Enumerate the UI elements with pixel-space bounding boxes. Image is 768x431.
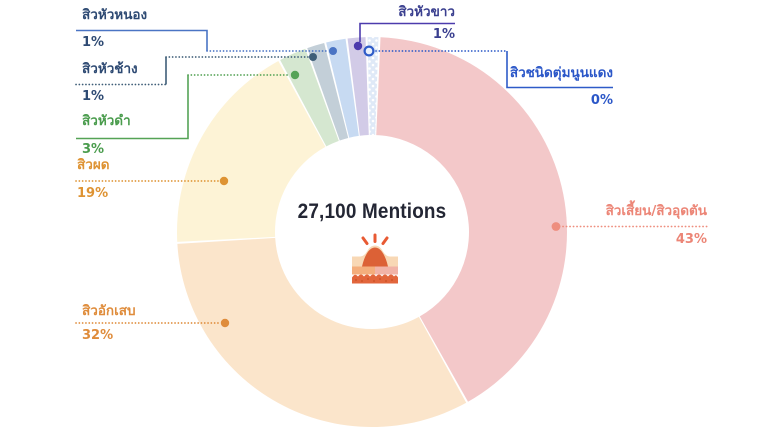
callout-rash-label: สิวผด <box>77 157 110 173</box>
callout-inflamed-label: สิวอักเสบ <box>82 303 136 319</box>
callout-elephant-cyst-pct: 1% <box>82 89 105 104</box>
callout-red-papule-connector <box>363 45 613 89</box>
callout-rash-connector <box>75 176 229 186</box>
callout-blackhead-pct: 3% <box>82 142 105 157</box>
callout-pustule-label: สิวหัวหนอง <box>82 7 148 23</box>
callout-blackhead-connector <box>76 70 300 140</box>
callout-pustule-pct: 1% <box>82 35 105 50</box>
callout-blackhead-label: สิวหัวดำ <box>82 113 131 129</box>
callout-rash-pct: 19% <box>77 186 109 201</box>
blackhead-dot <box>290 70 300 80</box>
inflamed-dot <box>220 318 230 328</box>
donut-segments <box>177 37 567 428</box>
acne-skin-icon <box>346 233 404 284</box>
donut-segment-inflamed[interactable] <box>177 237 467 428</box>
mentions-total: 27,100 Mentions <box>297 200 447 223</box>
callout-red-papule-pct: 0% <box>590 93 613 108</box>
callout-whitehead-connector <box>353 22 455 51</box>
donut-segment-clogged[interactable] <box>376 37 567 402</box>
callout-clogged-connector <box>551 222 708 231</box>
donut-segment-rash[interactable] <box>177 60 326 242</box>
callout-whitehead-label: สิวหัวขาว <box>398 4 455 20</box>
callout-red-papule-label: สิวชนิดตุ่มนูนแดง <box>509 65 613 81</box>
callout-clogged-pct: 43% <box>675 232 707 247</box>
callout-elephant-cyst-label: สิวหัวช้าง <box>82 61 138 77</box>
elephant-cyst-dot <box>309 53 317 61</box>
red-papule-dot <box>363 45 375 57</box>
whitehead-dot <box>353 41 363 51</box>
clogged-dot <box>551 222 561 231</box>
pustule-dot <box>329 47 337 55</box>
donut-segment-elephant-cyst[interactable] <box>307 42 349 141</box>
callout-inflamed-connector <box>75 318 230 328</box>
donut-segment-whitehead[interactable] <box>347 37 369 136</box>
callout-pustule-connector <box>76 29 337 55</box>
rash-dot <box>219 176 229 186</box>
callout-clogged-label: สิวเสี้ยน/สิวอุดตัน <box>605 203 707 219</box>
callout-elephant-cyst-connector <box>75 53 317 86</box>
donut-segment-red-papule[interactable] <box>367 37 379 136</box>
callout-whitehead-pct: 1% <box>432 27 455 42</box>
callout-inflamed-pct: 32% <box>82 328 114 343</box>
donut-segment-pustule[interactable] <box>326 38 359 138</box>
